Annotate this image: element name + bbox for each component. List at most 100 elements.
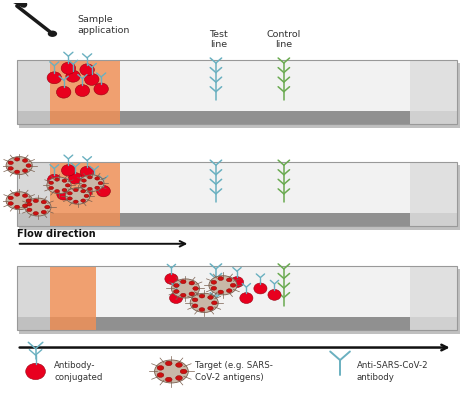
- Ellipse shape: [47, 72, 62, 84]
- Circle shape: [73, 200, 78, 203]
- Bar: [410, 111, 457, 124]
- Ellipse shape: [66, 70, 80, 82]
- Bar: [120, 60, 410, 111]
- Circle shape: [8, 167, 13, 170]
- Circle shape: [26, 199, 31, 203]
- Polygon shape: [19, 165, 459, 230]
- Circle shape: [49, 186, 54, 190]
- Text: Control
line: Control line: [267, 30, 301, 49]
- Circle shape: [87, 187, 92, 191]
- Circle shape: [62, 179, 67, 182]
- Circle shape: [8, 202, 13, 205]
- Bar: [50, 213, 120, 226]
- Circle shape: [227, 278, 232, 282]
- Bar: [410, 317, 457, 330]
- Ellipse shape: [84, 73, 99, 85]
- Circle shape: [25, 198, 51, 216]
- Bar: [17, 60, 50, 111]
- Bar: [50, 162, 120, 213]
- Circle shape: [81, 199, 86, 202]
- Circle shape: [211, 286, 217, 290]
- Circle shape: [173, 290, 179, 293]
- Circle shape: [211, 301, 217, 305]
- Bar: [50, 111, 120, 124]
- Bar: [97, 317, 410, 330]
- Circle shape: [173, 284, 179, 288]
- Circle shape: [189, 281, 195, 285]
- Circle shape: [230, 283, 236, 287]
- Text: Test
line: Test line: [209, 30, 228, 49]
- Circle shape: [95, 186, 100, 190]
- Circle shape: [165, 377, 172, 382]
- Bar: [17, 111, 50, 124]
- Text: Target (e.g. SARS-
CoV-2 antigens): Target (e.g. SARS- CoV-2 antigens): [195, 361, 273, 382]
- Circle shape: [22, 194, 27, 198]
- Circle shape: [33, 212, 38, 215]
- Circle shape: [6, 157, 32, 175]
- Bar: [120, 162, 410, 213]
- Circle shape: [199, 308, 205, 312]
- Circle shape: [175, 376, 182, 380]
- Circle shape: [49, 181, 54, 184]
- Ellipse shape: [78, 187, 91, 198]
- Ellipse shape: [57, 188, 71, 200]
- Bar: [410, 60, 457, 111]
- Circle shape: [209, 276, 237, 295]
- Circle shape: [87, 176, 92, 179]
- Circle shape: [8, 196, 13, 200]
- Bar: [97, 266, 410, 317]
- Circle shape: [6, 192, 32, 210]
- Circle shape: [157, 373, 164, 377]
- Polygon shape: [19, 63, 459, 128]
- Ellipse shape: [69, 173, 82, 184]
- Ellipse shape: [165, 273, 178, 284]
- Circle shape: [8, 161, 13, 165]
- Ellipse shape: [254, 283, 267, 294]
- Ellipse shape: [56, 86, 71, 98]
- Circle shape: [14, 205, 20, 209]
- Ellipse shape: [80, 64, 94, 76]
- Bar: [17, 213, 50, 226]
- Bar: [50, 317, 97, 330]
- Circle shape: [82, 179, 86, 182]
- Circle shape: [199, 294, 205, 298]
- Ellipse shape: [268, 290, 281, 300]
- Circle shape: [41, 200, 46, 204]
- Circle shape: [65, 188, 90, 204]
- Circle shape: [172, 279, 200, 298]
- Bar: [50, 266, 97, 317]
- Text: Antibody-
conjugated: Antibody- conjugated: [55, 361, 103, 382]
- Ellipse shape: [80, 166, 94, 178]
- Circle shape: [67, 192, 72, 195]
- Circle shape: [65, 184, 70, 187]
- Circle shape: [157, 366, 164, 370]
- Ellipse shape: [240, 293, 253, 303]
- Circle shape: [55, 190, 59, 193]
- Bar: [410, 266, 457, 317]
- Circle shape: [26, 164, 31, 167]
- Bar: [410, 162, 457, 213]
- Ellipse shape: [75, 85, 90, 96]
- Ellipse shape: [61, 62, 75, 74]
- Circle shape: [14, 158, 20, 161]
- Circle shape: [22, 169, 27, 172]
- Circle shape: [208, 295, 213, 299]
- Circle shape: [227, 289, 232, 293]
- Circle shape: [33, 199, 38, 203]
- Text: Sample
application: Sample application: [78, 15, 130, 35]
- Circle shape: [180, 369, 187, 374]
- Circle shape: [208, 306, 213, 310]
- Circle shape: [218, 290, 224, 294]
- Circle shape: [192, 304, 198, 308]
- Circle shape: [98, 181, 103, 185]
- Circle shape: [155, 360, 188, 383]
- Circle shape: [165, 361, 172, 366]
- Ellipse shape: [230, 276, 244, 288]
- Circle shape: [41, 210, 46, 214]
- Circle shape: [22, 204, 27, 207]
- Bar: [17, 266, 50, 317]
- Circle shape: [62, 188, 67, 192]
- Bar: [17, 162, 50, 213]
- Circle shape: [95, 177, 100, 180]
- Circle shape: [175, 363, 182, 367]
